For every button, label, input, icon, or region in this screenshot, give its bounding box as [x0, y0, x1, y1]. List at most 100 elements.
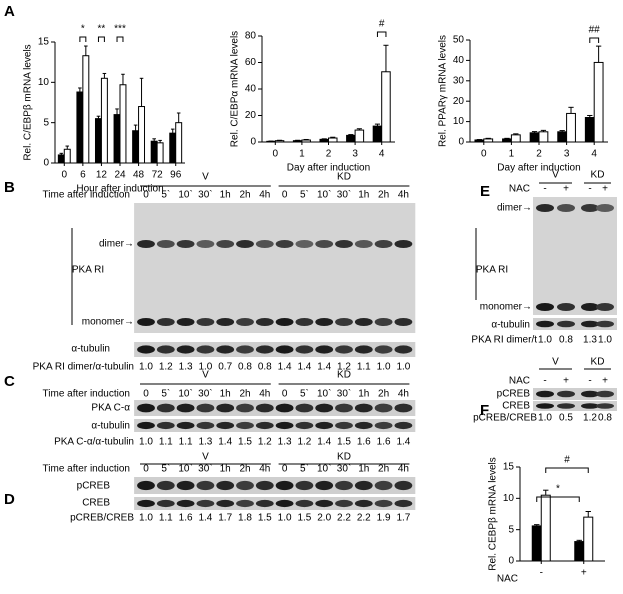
blot-band [315, 480, 334, 491]
bar [156, 142, 164, 164]
x-tick-label: 0 [62, 170, 68, 181]
y-tick-label: 40 [453, 55, 465, 66]
blot-band [156, 345, 175, 354]
blot-band [196, 318, 215, 326]
y-axis-label: Rel. CEBPβ mRNA levels [488, 457, 499, 571]
blot-band [176, 421, 195, 430]
ratio-value: 1.4 [218, 437, 232, 448]
blot-band [394, 480, 413, 491]
lane-label: 10` [317, 388, 331, 400]
lane-label: 5` [300, 388, 309, 400]
ratio-value: 1.0 [396, 362, 410, 373]
ratio-value: 1.0 [598, 335, 612, 346]
blot-band [236, 318, 254, 326]
lane-label: 1h [358, 389, 369, 400]
x-tick-label: 0 [481, 149, 487, 160]
bar [175, 122, 183, 164]
lane-label: 2h [239, 190, 250, 201]
y-tick-label: 5 [508, 524, 514, 535]
blot-band [255, 499, 274, 508]
blot-band [596, 303, 614, 311]
bar [354, 129, 365, 143]
bar [346, 134, 356, 143]
bar [381, 71, 391, 143]
ratio-value: 2.2 [337, 513, 351, 524]
ratio-value: 1.5 [297, 513, 311, 524]
lane-label: 30` [198, 189, 212, 201]
y-tick-label: 30 [453, 75, 465, 86]
blot-band [596, 390, 614, 398]
blot-band [596, 320, 614, 328]
lane-label: 10` [178, 463, 192, 475]
group-label: KD [591, 170, 605, 181]
bar [169, 132, 177, 164]
band-marker: dimer→ [99, 239, 134, 250]
blot-band [137, 421, 155, 430]
blot-band [216, 421, 235, 430]
ratio-value: 1.6 [377, 437, 391, 448]
blot-band [557, 390, 575, 398]
ratio-value: 1.2 [159, 362, 173, 373]
blot-band [255, 240, 274, 248]
blot-band [354, 345, 373, 354]
y-tick-label: 5 [43, 117, 49, 128]
row-label: α-tubulin [491, 320, 530, 331]
lane-label: 1h [358, 464, 369, 475]
ratio-value: 1.0 [278, 513, 292, 524]
row-label: α-tubulin [91, 421, 130, 432]
blot-band [335, 240, 353, 248]
blot-band [315, 345, 334, 354]
lane-label: 4h [398, 464, 409, 475]
ratio-value: 1.2 [258, 437, 272, 448]
ratio-value: 1.3 [179, 362, 193, 373]
ratio-value: 1.4 [198, 513, 212, 524]
ratio-value: 1.6 [357, 437, 371, 448]
blot-band [176, 345, 195, 354]
x-tick-label: 96 [170, 170, 182, 181]
y-tick-label: 60 [245, 57, 257, 68]
ratio-label: PKA C-α/α-tubulin [54, 437, 134, 448]
ratio-value: 1.7 [396, 513, 410, 524]
lane-label: + [602, 184, 608, 195]
ratio-value: 1.4 [317, 362, 331, 373]
significance-label: * [556, 484, 560, 495]
ratio-value: 1.1 [357, 362, 371, 373]
ratio-value: 1.2 [297, 437, 311, 448]
bar [538, 131, 549, 143]
row-label: pCREB [77, 481, 111, 492]
y-tick-label: 50 [453, 35, 465, 46]
blot-band [236, 345, 254, 354]
group-label: V [552, 170, 559, 181]
blot-image [134, 419, 416, 432]
blot-band [196, 240, 215, 248]
significance-bracket [79, 36, 87, 42]
ratio-value: 1.5 [238, 437, 252, 448]
blot-band [156, 403, 175, 413]
bar [82, 55, 90, 164]
blot-band [156, 480, 175, 491]
y-axis-label: Rel. PPARγ mRNA levels [438, 35, 449, 147]
x-tick-label: 24 [114, 170, 126, 181]
ratio-value: 0.5 [559, 413, 573, 424]
blot-band [335, 480, 353, 491]
band-marker: monomer→ [480, 302, 532, 313]
group-label: V [202, 452, 209, 463]
x-tick-label: 12 [96, 170, 108, 181]
bar [574, 541, 585, 562]
y-tick-label: 10 [38, 77, 50, 88]
blot-band [295, 318, 314, 326]
blot-image [134, 203, 416, 333]
ratio-value: 1.5 [258, 513, 272, 524]
significance-label: * [81, 24, 85, 35]
blot-band [536, 303, 554, 311]
bar [502, 138, 512, 143]
blot-band [354, 499, 373, 508]
x-axis-label: Day after induction [497, 163, 580, 174]
bar [100, 77, 108, 164]
x-tick-label: 2 [326, 149, 332, 160]
bar [319, 138, 330, 143]
blot-band [354, 480, 373, 491]
lane-label: 1h [220, 389, 231, 400]
blot-band [216, 499, 235, 508]
blot-band [236, 421, 254, 430]
